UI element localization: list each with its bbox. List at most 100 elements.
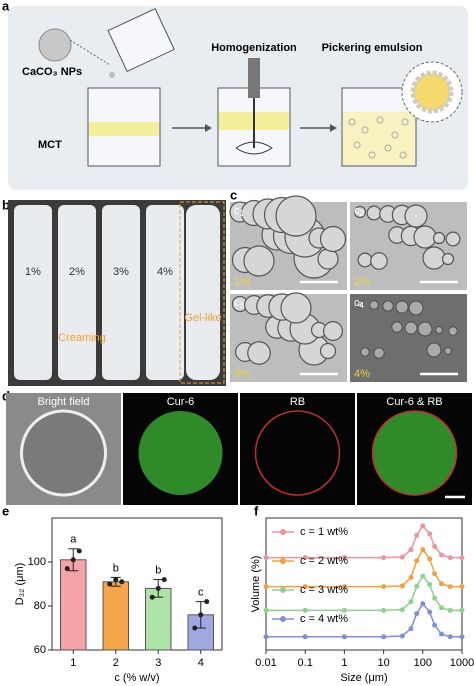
nanoparticle [38, 28, 72, 62]
series-marker [447, 584, 453, 590]
replicate-point [107, 581, 113, 587]
plot-frame [265, 517, 463, 651]
series-marker [302, 634, 308, 640]
image-title: Bright field [38, 396, 90, 408]
series-marker [381, 607, 387, 613]
micrograph-conc: 3% [234, 368, 250, 380]
y-axis-label: Volume (%) [250, 556, 262, 613]
pickering-droplet [410, 70, 454, 114]
series-marker [414, 558, 420, 564]
droplet-ring [371, 410, 458, 496]
y-tick-label: 80 [34, 600, 46, 612]
series-marker [408, 547, 414, 553]
x-axis-label: Size (μm) [340, 672, 387, 684]
drop [109, 72, 115, 78]
replicate-point [155, 585, 161, 591]
series-marker [399, 583, 405, 589]
series-marker [414, 532, 420, 538]
droplet [441, 252, 455, 266]
droplet [323, 321, 343, 341]
series-marker [459, 584, 465, 590]
series-marker [414, 611, 420, 617]
legend-label: c = 3 wt% [300, 584, 348, 596]
droplet [391, 321, 403, 333]
series-marker [302, 555, 308, 561]
series-marker [408, 626, 414, 632]
replicate-point [64, 566, 70, 572]
replicate-point [161, 577, 167, 583]
x-tick-label: 1 [70, 657, 76, 669]
series-marker [447, 607, 453, 613]
significance-letter: b [155, 565, 161, 577]
replicate-point [198, 612, 204, 618]
droplet [319, 225, 347, 253]
droplet [448, 326, 458, 336]
legend-marker [280, 529, 286, 535]
x-tick-label: 4 [198, 657, 204, 669]
series-marker [420, 523, 426, 529]
series-line [266, 548, 462, 588]
micrograph-sub: 1 [240, 209, 245, 218]
series-marker [447, 634, 453, 640]
series-marker [399, 633, 405, 639]
series-line [266, 602, 462, 638]
droplet [404, 204, 428, 228]
droplet [370, 252, 388, 270]
replicate-point [204, 599, 210, 605]
x-tick-label: 10 [377, 657, 389, 669]
legend-marker [280, 616, 286, 622]
bar [145, 587, 172, 651]
creaming-label: Creaming [58, 332, 106, 344]
droplet-ring [254, 410, 341, 496]
series-marker [432, 622, 438, 628]
droplet [275, 195, 317, 237]
droplet [280, 292, 312, 324]
droplet [422, 246, 446, 270]
series-marker [341, 607, 347, 613]
image-title: Cur-6 & RB [386, 396, 442, 408]
replicate-point [149, 594, 155, 600]
series-marker [420, 601, 426, 607]
y-tick-label: 60 [34, 644, 46, 656]
replicate-point [192, 625, 198, 631]
droplet [319, 342, 337, 360]
droplet [372, 411, 457, 495]
pickering-label: Pickering emulsion [322, 42, 423, 54]
significance-letter: a [70, 534, 77, 546]
droplet [247, 341, 271, 365]
image-title: RB [290, 396, 305, 408]
tube-label: 4% [157, 266, 173, 278]
x-tick-label: 100 [414, 657, 432, 669]
panel-label: a [2, 0, 10, 13]
series-marker [381, 634, 387, 640]
mct-label: MCT [38, 139, 62, 151]
series-marker [427, 609, 433, 615]
series-marker [263, 634, 269, 640]
droplet [443, 346, 453, 356]
fluorescence-image [240, 393, 355, 505]
droplet [369, 300, 379, 310]
x-tick-label: 1000 [450, 657, 474, 669]
replicate-point [119, 579, 125, 585]
droplet [408, 300, 424, 316]
droplet [417, 321, 433, 337]
arrowhead [330, 124, 337, 132]
y-axis-label: D₃₂ (μm) [14, 563, 26, 606]
replicate-point [113, 577, 119, 583]
series-marker [459, 607, 465, 613]
x-tick-label: 0.01 [255, 657, 276, 669]
micrograph-sub: 4 [360, 301, 365, 310]
droplet [432, 231, 446, 245]
x-tick-label: 0.1 [298, 657, 313, 669]
series-marker [432, 595, 438, 601]
x-axis-label: c (% w/v) [114, 672, 159, 684]
series-line [266, 574, 462, 612]
legend-marker [280, 587, 286, 593]
series-marker [432, 571, 438, 577]
pour-beaker [107, 7, 175, 73]
micrograph-tag: c2 [354, 205, 365, 218]
droplet [138, 411, 223, 495]
homogenizer [248, 58, 260, 98]
y-tick-label: 100 [28, 556, 46, 568]
